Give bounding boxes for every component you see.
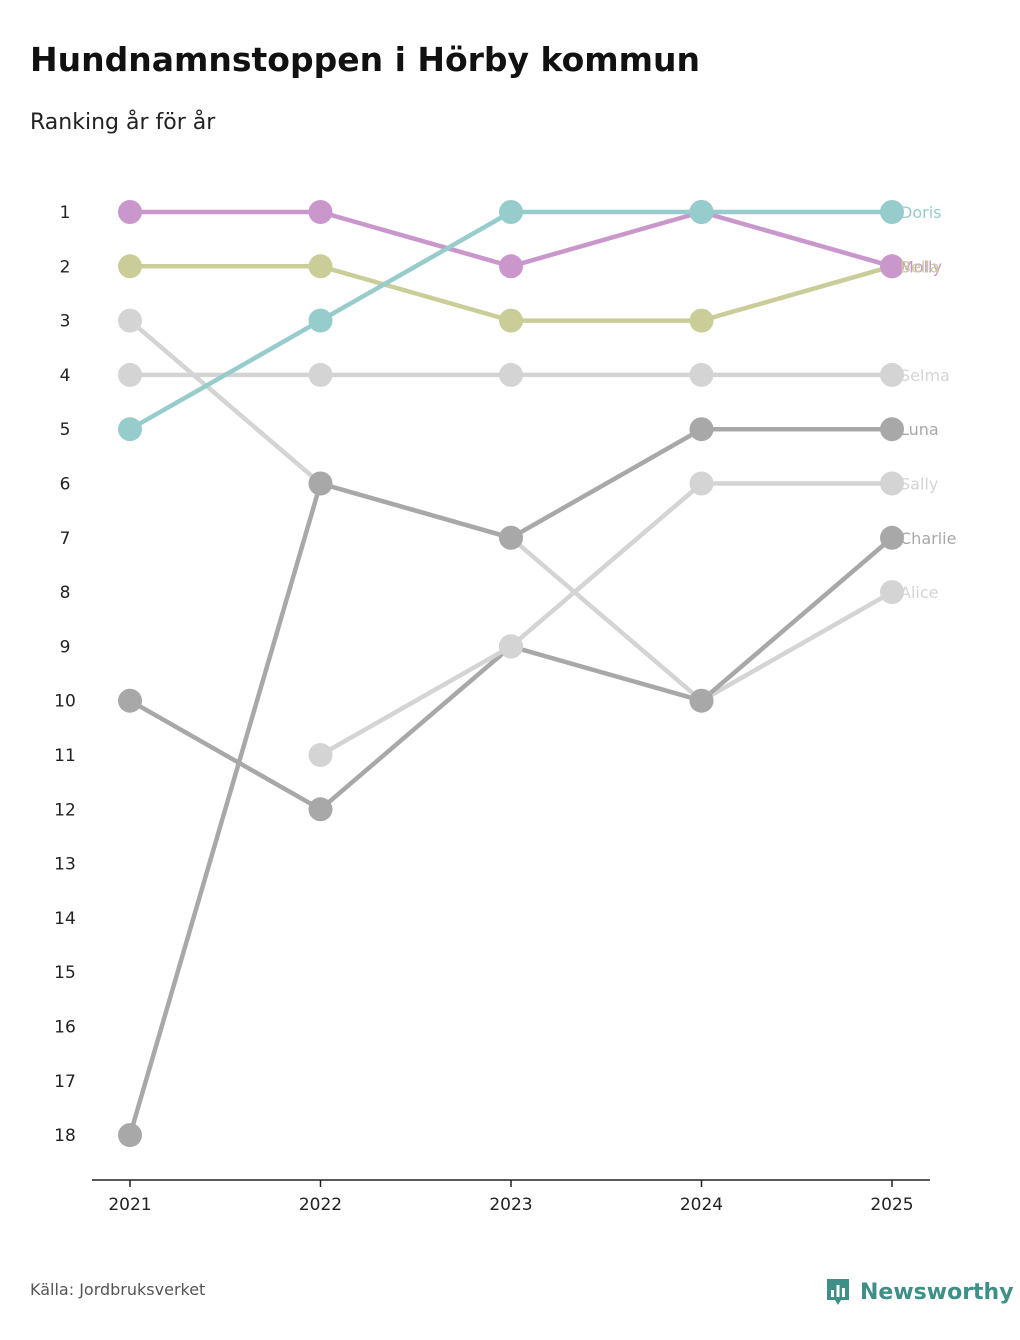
y-tick-label: 9 bbox=[60, 637, 71, 657]
data-point-molly bbox=[118, 200, 142, 224]
series-lines bbox=[127, 209, 894, 1136]
source-note: Källa: Jordbruksverket bbox=[30, 1280, 206, 1299]
series-line-sally bbox=[319, 481, 892, 757]
y-tick-label: 16 bbox=[54, 1018, 76, 1038]
data-point-luna bbox=[499, 525, 523, 550]
brand-name: Newsworthy bbox=[860, 1279, 1014, 1305]
data-point-bella bbox=[118, 254, 142, 279]
x-tick-label: 2021 bbox=[108, 1195, 151, 1215]
data-point-selma bbox=[689, 362, 714, 387]
data-point-sally bbox=[499, 634, 523, 659]
data-point-luna bbox=[880, 417, 904, 442]
data-point-selma bbox=[499, 362, 523, 387]
series-line-charlie bbox=[128, 536, 894, 812]
x-tick-label: 2025 bbox=[870, 1195, 913, 1215]
x-tick-label: 2024 bbox=[680, 1195, 723, 1215]
y-tick-label: 2 bbox=[60, 257, 71, 277]
y-tick-label: 13 bbox=[54, 855, 76, 875]
chart-subtitle: Ranking år för år bbox=[30, 110, 216, 135]
newsworthy-logo-icon bbox=[827, 1279, 849, 1305]
y-tick-label: 8 bbox=[60, 583, 71, 603]
data-point-bella bbox=[308, 254, 333, 279]
data-point-bella bbox=[689, 308, 714, 333]
series-label-doris: Doris bbox=[900, 203, 941, 222]
data-point-doris bbox=[118, 417, 142, 442]
data-point-doris bbox=[689, 200, 714, 224]
series-label-luna: Luna bbox=[900, 420, 939, 439]
data-point-alice bbox=[880, 580, 904, 605]
series-label-alice: Alice bbox=[900, 583, 938, 602]
y-tick-label: 12 bbox=[54, 800, 76, 820]
data-point-selma bbox=[308, 362, 333, 387]
y-tick-label: 3 bbox=[60, 312, 71, 332]
data-point-luna bbox=[308, 471, 333, 496]
data-point-molly bbox=[880, 254, 904, 279]
y-tick-label: 18 bbox=[54, 1126, 76, 1146]
data-point-sally bbox=[880, 471, 904, 496]
series-label-selma: Selma bbox=[900, 366, 950, 385]
data-point-doris bbox=[499, 200, 523, 224]
y-tick-label: 1 bbox=[60, 203, 71, 223]
x-tick-label: 2023 bbox=[489, 1195, 532, 1215]
y-tick-label: 4 bbox=[60, 366, 71, 386]
data-point-luna bbox=[689, 417, 714, 442]
y-tick-label: 10 bbox=[54, 692, 76, 712]
data-point-molly bbox=[308, 200, 333, 224]
series-label-molly: Molly bbox=[900, 257, 942, 276]
data-point-bella bbox=[499, 308, 523, 333]
x-tick-label: 2022 bbox=[299, 1195, 342, 1215]
series-label-sally: Sally bbox=[900, 475, 938, 494]
data-point-charlie bbox=[689, 688, 714, 713]
data-point-selma bbox=[880, 362, 904, 387]
data-point-selma bbox=[118, 362, 142, 387]
y-tick-label: 11 bbox=[54, 746, 76, 766]
brand-logo[interactable]: Newsworthy bbox=[824, 1276, 1014, 1308]
y-tick-label: 17 bbox=[54, 1072, 76, 1092]
y-tick-label: 15 bbox=[54, 963, 76, 983]
series-dots bbox=[118, 200, 904, 1148]
data-point-alice bbox=[118, 308, 142, 333]
data-point-sally bbox=[308, 743, 333, 767]
y-tick-label: 7 bbox=[60, 529, 71, 549]
series-label-charlie: Charlie bbox=[900, 529, 956, 548]
data-point-sally bbox=[689, 471, 714, 496]
data-point-luna bbox=[118, 1123, 142, 1148]
series-label-bella: Bella bbox=[900, 257, 940, 276]
data-point-doris bbox=[308, 308, 333, 333]
data-point-charlie bbox=[118, 688, 142, 713]
chart-title: Hundnamnstoppen i Hörby kommun bbox=[30, 40, 701, 79]
data-point-molly bbox=[499, 254, 523, 279]
data-point-charlie bbox=[308, 797, 333, 822]
y-tick-label: 5 bbox=[60, 420, 71, 440]
data-point-charlie bbox=[880, 525, 904, 550]
data-point-doris bbox=[880, 200, 904, 224]
y-tick-label: 6 bbox=[60, 475, 71, 495]
x-axis-ticks: 2021 2022 2023 2024 2025 bbox=[108, 1180, 914, 1215]
y-tick-label: 14 bbox=[54, 909, 76, 929]
